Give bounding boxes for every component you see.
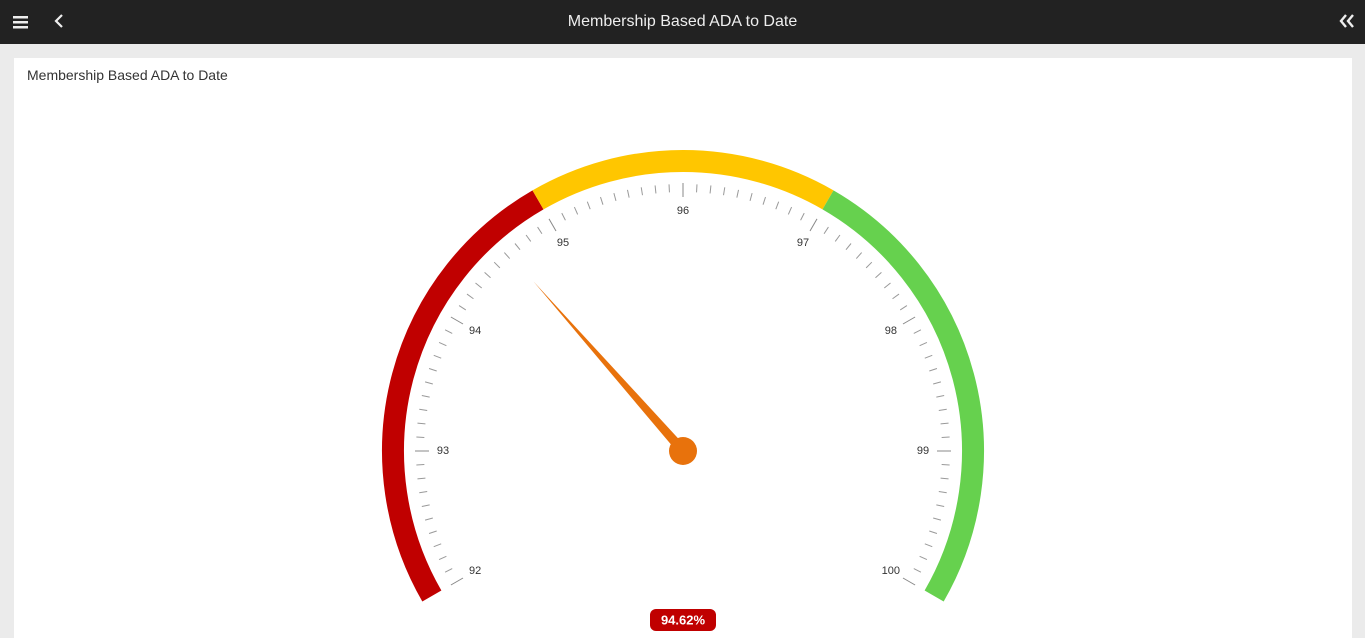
minor-tick	[475, 282, 483, 289]
minor-tick	[586, 201, 591, 210]
page-title: Membership Based ADA to Date	[567, 13, 798, 30]
minor-tick	[929, 368, 938, 372]
minor-tick	[484, 271, 491, 279]
tick-label: 93	[437, 445, 449, 457]
minor-tick	[938, 408, 947, 411]
back-button[interactable]	[52, 12, 66, 32]
minor-tick	[936, 394, 945, 398]
minor-tick	[919, 555, 928, 561]
minor-tick	[936, 504, 945, 508]
minor-tick	[899, 305, 908, 311]
minor-tick	[428, 530, 437, 534]
minor-tick	[938, 491, 947, 494]
tick-label: 98	[885, 325, 897, 337]
minor-tick	[913, 568, 922, 573]
tick-label: 100	[882, 565, 900, 577]
minor-tick	[913, 329, 922, 334]
gauge-chart: 92 93 94 95 96 97 98 99 100 94.62%	[382, 150, 984, 631]
minor-tick	[883, 282, 891, 289]
top-bar: Membership Based ADA to Date	[0, 0, 1365, 44]
minor-tick	[417, 477, 426, 480]
tick-label: 95	[557, 237, 569, 249]
needle-hub	[669, 437, 697, 465]
minor-tick	[823, 226, 829, 235]
minor-tick	[855, 252, 863, 259]
minor-tick	[438, 341, 447, 347]
gauge-band	[382, 190, 544, 602]
minor-tick	[775, 201, 780, 210]
value-label: 94.62%	[661, 612, 706, 627]
minor-tick	[834, 234, 841, 242]
minor-tick	[626, 189, 630, 198]
minor-tick	[419, 491, 428, 494]
minor-tick	[537, 226, 543, 235]
minor-tick	[433, 543, 442, 548]
chart-title: Membership Based ADA to Date	[27, 67, 228, 83]
minor-tick	[421, 394, 430, 398]
minor-tick	[444, 329, 453, 334]
minor-tick	[458, 305, 467, 311]
minor-tick	[419, 408, 428, 411]
minor-tick	[800, 212, 805, 221]
minor-tick	[654, 185, 657, 194]
minor-tick	[723, 187, 726, 196]
value-badge	[650, 609, 716, 631]
minor-tick	[573, 206, 579, 215]
minor-tick	[421, 504, 430, 508]
minor-tick	[875, 271, 882, 279]
minor-tick	[466, 293, 474, 300]
minor-tick	[787, 206, 793, 215]
tick-label: 99	[917, 445, 929, 457]
minor-tick	[514, 243, 521, 251]
minor-tick	[924, 543, 933, 548]
tick-label: 94	[469, 325, 481, 337]
minor-tick	[929, 530, 938, 534]
collapse-button[interactable]	[1338, 12, 1356, 32]
minor-tick	[438, 555, 447, 561]
tick-label: 97	[797, 237, 809, 249]
tick-label: 96	[677, 205, 689, 217]
major-tick	[450, 316, 464, 325]
gauge-band	[532, 150, 834, 210]
minor-tick	[428, 368, 437, 372]
minor-tick	[940, 477, 949, 480]
minor-tick	[919, 341, 928, 347]
major-tick	[902, 577, 916, 586]
minor-tick	[561, 212, 566, 221]
chart-panel: Membership Based ADA to Date 92 93 94 95 96 9…	[14, 58, 1352, 638]
minor-tick	[613, 192, 617, 201]
major-tick	[902, 316, 916, 325]
minor-tick	[424, 381, 433, 385]
menu-button[interactable]	[12, 12, 30, 32]
minor-tick	[749, 192, 753, 201]
needle	[533, 281, 687, 455]
minor-tick	[736, 189, 740, 198]
minor-tick	[865, 261, 873, 269]
minor-tick	[933, 517, 942, 521]
minor-tick	[762, 196, 766, 205]
minor-tick	[525, 234, 532, 242]
minor-tick	[640, 187, 643, 196]
major-tick	[809, 218, 818, 232]
minor-tick	[933, 381, 942, 385]
minor-tick	[424, 517, 433, 521]
minor-tick	[444, 568, 453, 573]
major-tick	[450, 577, 464, 586]
minor-tick	[493, 261, 501, 269]
major-tick	[548, 218, 557, 232]
minor-tick	[503, 252, 511, 259]
minor-tick	[433, 354, 442, 359]
tick-label: 92	[469, 565, 481, 577]
minor-tick	[892, 293, 900, 300]
minor-tick	[940, 422, 949, 425]
minor-tick	[924, 354, 933, 359]
minor-tick	[600, 196, 604, 205]
gauge-band	[822, 190, 984, 602]
minor-tick	[709, 185, 712, 194]
minor-tick	[845, 243, 852, 251]
minor-tick	[417, 422, 426, 425]
